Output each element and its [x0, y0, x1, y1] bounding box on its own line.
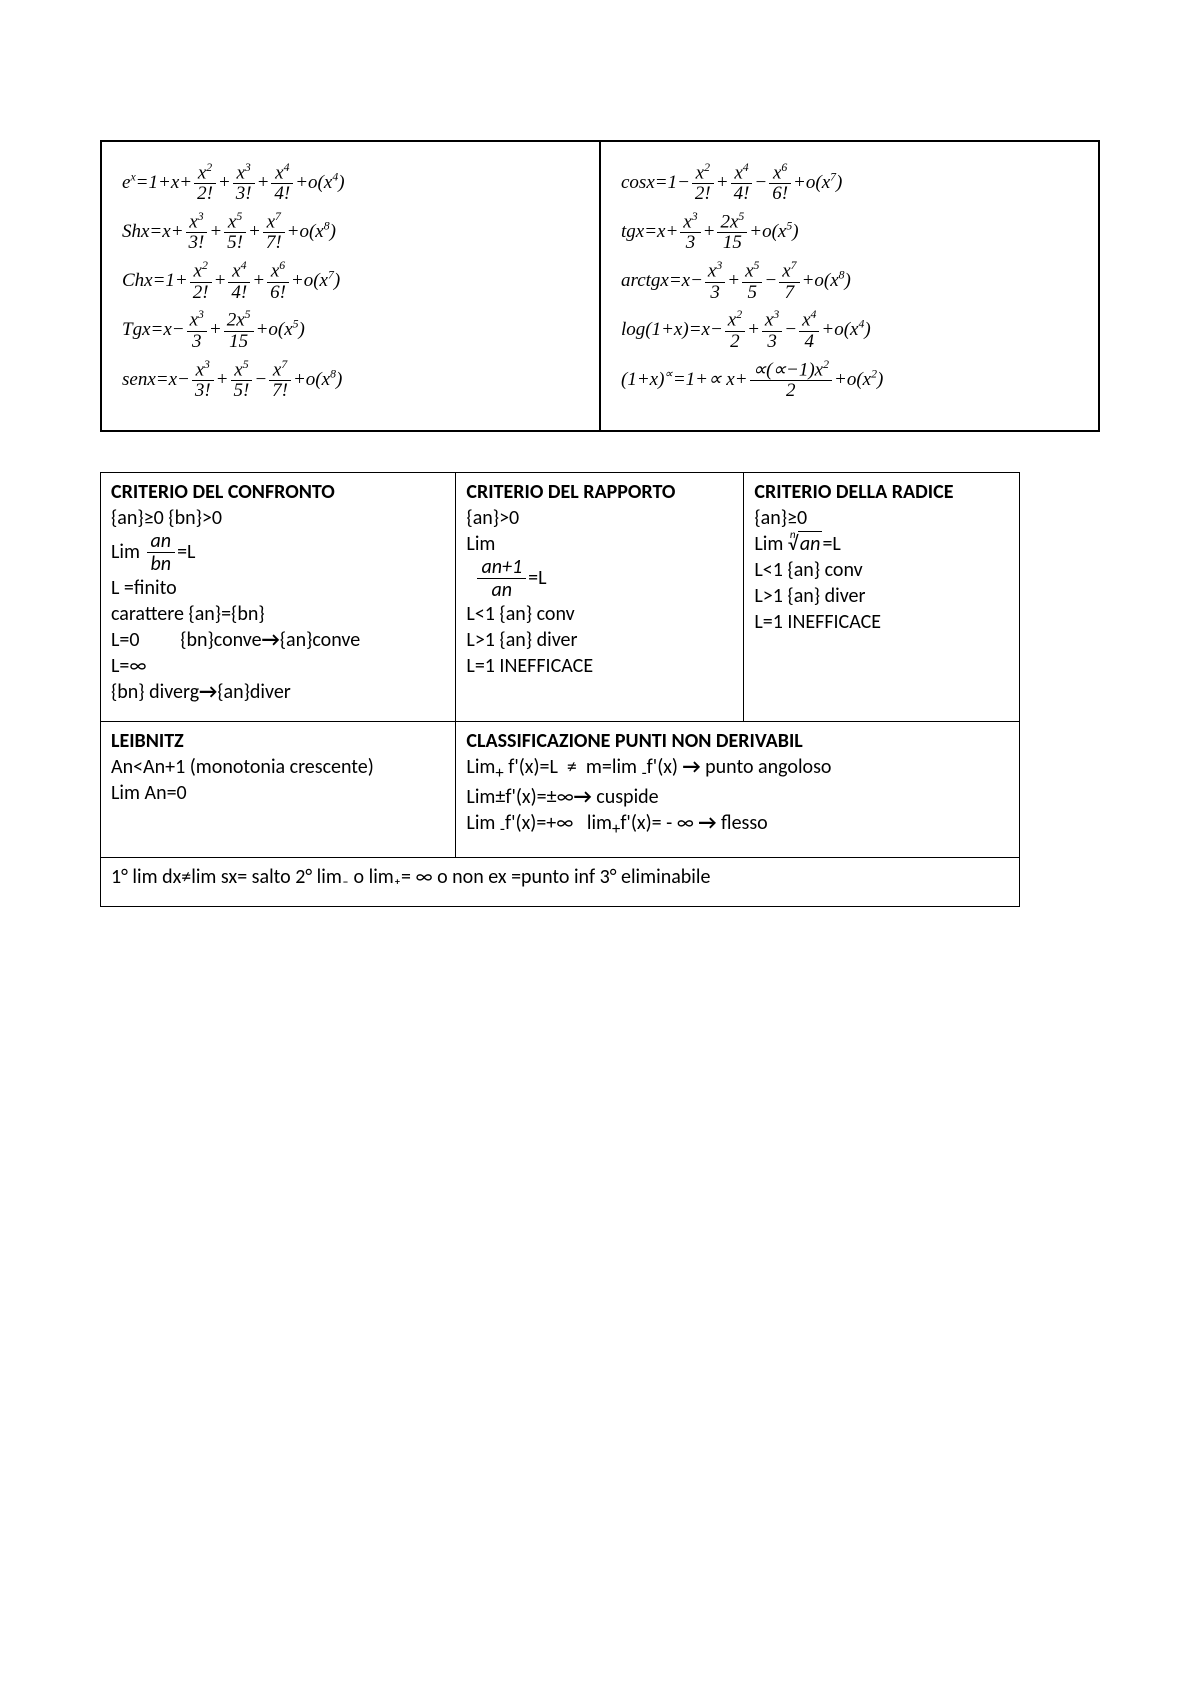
- taylor-left-col: ex=1+x+x22!+x33!+x44!+o(x4) Shx=x+x33!+x5…: [102, 142, 601, 430]
- cell-radice: CRITERIO DELLA RADICE {an}≥0 Lim n √an =…: [744, 472, 1020, 721]
- formula-row: ex=1+x+x22!+x33!+x44!+o(x4): [122, 162, 579, 205]
- class-l1: Lim+ f'(x)=L ≠ m=lim -f'(x) → punto ango…: [466, 755, 831, 779]
- confronto-l4: carattere {an}={bn}: [111, 602, 265, 626]
- formula-row: log(1+x)=x−x22+x33−x44+o(x4): [621, 309, 1078, 352]
- rapporto-title: CRITERIO DEL RAPPORTO: [466, 480, 675, 504]
- criteria-table: CRITERIO DEL CONFRONTO {an}≥0 {bn}>0 Lim…: [100, 472, 1020, 907]
- confronto-l3: L =finito: [111, 576, 177, 600]
- confronto-l7: {bn} diverg→{an}diver: [111, 680, 291, 704]
- confronto-l6: L=∞: [111, 654, 146, 678]
- cell-classificazione: CLASSIFICAZIONE PUNTI NON DERIVABIL Lim+…: [456, 721, 1020, 857]
- formula-row: tgx=x+x33+2x515+o(x5): [621, 211, 1078, 254]
- formula-row: Shx=x+x33!+x55!+x77!+o(x8): [122, 211, 579, 254]
- formula-row: Tgx=x−x33+2x515+o(x5): [122, 309, 579, 352]
- leibnitz-title: LEIBNITZ: [111, 729, 184, 753]
- class-l2: Lim±f'(x)=±∞→ cuspide: [466, 785, 658, 809]
- formula-row: Chx=1+x22!+x44!+x66!+o(x7): [122, 260, 579, 303]
- formula-row: cosx=1−x22!+x44!−x66!+o(x7): [621, 162, 1078, 205]
- radice-l5: L=1 INEFFICACE: [754, 610, 881, 634]
- taylor-box: ex=1+x+x22!+x33!+x44!+o(x4) Shx=x+x33!+x5…: [100, 140, 1100, 432]
- rapporto-l2: Lim: [466, 532, 495, 556]
- confronto-l5: L=0 {bn}conve→{an}conve: [111, 628, 360, 652]
- radice-l3: L<1 {an} conv: [754, 558, 862, 582]
- radice-l4: L>1 {an} diver: [754, 584, 865, 608]
- radice-l1: {an}≥0: [754, 506, 807, 530]
- taylor-right-col: cosx=1−x22!+x44!−x66!+o(x7) tgx=x+x33+2x5…: [601, 142, 1098, 430]
- rapporto-frac: an+1 an: [477, 557, 526, 601]
- cell-rapporto: CRITERIO DEL RAPPORTO {an}>0 Lim an+1 an…: [456, 472, 744, 721]
- confronto-l2-pre: Lim: [111, 540, 145, 564]
- leibnitz-l1: An<An+1 (monotonia crescente): [111, 755, 374, 779]
- rapporto-l1: {an}>0: [466, 506, 519, 530]
- bottom-text: 1° lim dx≠lim sx= salto 2° lim₋ o lim₊= …: [111, 865, 710, 889]
- radice-l2-pre: Lim: [754, 532, 788, 556]
- rapporto-l4: L>1 {an} diver: [466, 628, 577, 652]
- cell-bottom: 1° lim dx≠lim sx= salto 2° lim₋ o lim₊= …: [101, 858, 1020, 907]
- cell-confronto: CRITERIO DEL CONFRONTO {an}≥0 {bn}>0 Lim…: [101, 472, 456, 721]
- radice-root: n √an: [788, 531, 823, 557]
- leibnitz-l2: Lim An=0: [111, 781, 187, 805]
- class-l3: Lim -f'(x)=+∞ lim+f'(x)= - ∞ → flesso: [466, 811, 767, 835]
- formula-row: senx=x−x33!+x55!−x77!+o(x8): [122, 359, 579, 402]
- cell-leibnitz: LEIBNITZ An<An+1 (monotonia crescente) L…: [101, 721, 456, 857]
- radice-title: CRITERIO DELLA RADICE: [754, 480, 953, 504]
- confronto-l1: {an}≥0 {bn}>0: [111, 506, 222, 530]
- formula-row: arctgx=x−x33+x55−x77+o(x8): [621, 260, 1078, 303]
- class-title: CLASSIFICAZIONE PUNTI NON DERIVABIL: [466, 729, 802, 753]
- rapporto-l3: L<1 {an} conv: [466, 602, 574, 626]
- formula-row: (1+x)∝=1+∝ x+∝(∝−1)x22+o(x2): [621, 359, 1078, 402]
- confronto-title: CRITERIO DEL CONFRONTO: [111, 480, 335, 504]
- confronto-frac: an bn: [147, 531, 176, 575]
- rapporto-l5: L=1 INEFFICACE: [466, 654, 593, 678]
